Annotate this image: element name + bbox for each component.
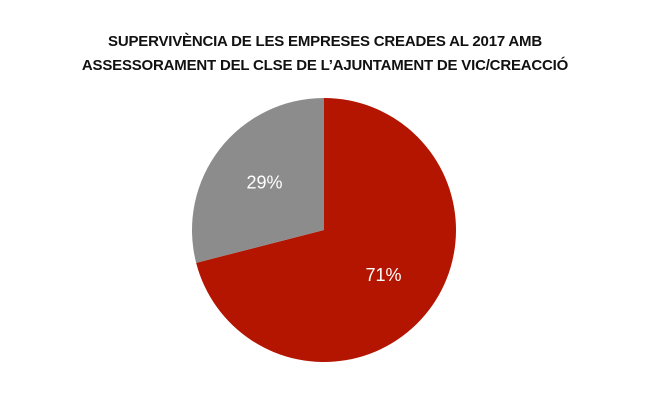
- chart-title: SUPERVIVÈNCIA DE LES EMPRESES CREADES AL…: [0, 30, 650, 78]
- pie-slice-1: [192, 98, 324, 263]
- pie-slice-label-0: 71%: [365, 265, 401, 285]
- chart-title-line-1: SUPERVIVÈNCIA DE LES EMPRESES CREADES AL…: [108, 33, 542, 50]
- pie-slice-label-1: 29%: [246, 173, 282, 193]
- chart-title-line-2: ASSESSORAMENT DEL CLSE DE L’AJUNTAMENT D…: [81, 57, 569, 74]
- pie-slice-0: [196, 98, 457, 363]
